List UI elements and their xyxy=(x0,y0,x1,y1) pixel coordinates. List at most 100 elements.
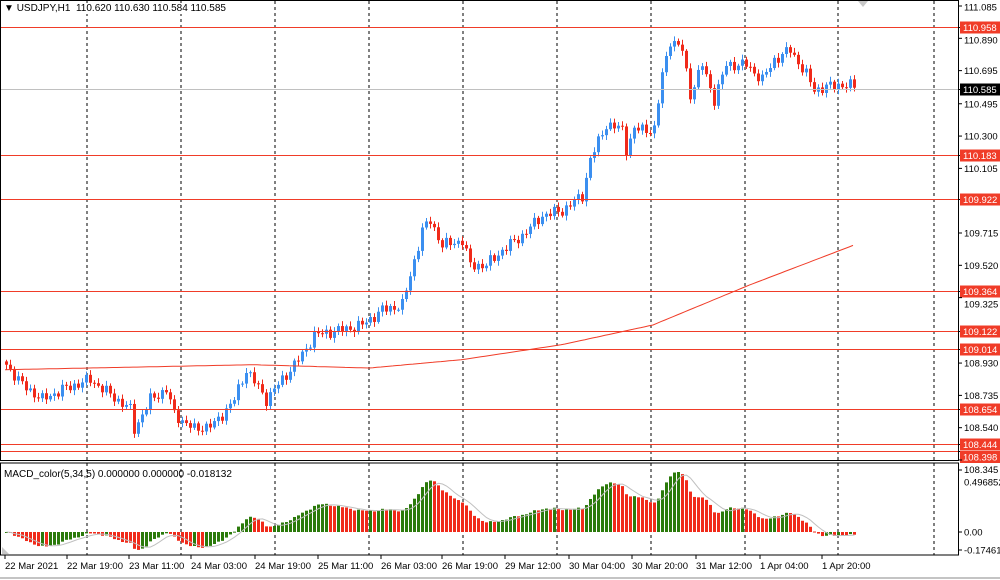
macd-histogram-bar xyxy=(505,519,508,532)
level-price-label: 109.364 xyxy=(963,287,997,298)
time-label: 22 Mar 19:00 xyxy=(67,561,123,572)
candle-bullish xyxy=(301,351,304,362)
ohlc-low: 110.584 xyxy=(152,3,188,14)
candle-bullish xyxy=(365,322,368,325)
candle-bearish xyxy=(429,221,432,224)
candle-bearish xyxy=(65,384,68,386)
candle-bullish xyxy=(241,383,244,385)
price-tick-label: 111.085 xyxy=(964,3,997,14)
candle-bullish xyxy=(533,217,536,227)
candle-bearish xyxy=(9,364,12,369)
macd-histogram-bar xyxy=(341,507,344,532)
macd-histogram-bar xyxy=(757,517,760,532)
macd-signal-line xyxy=(6,474,855,548)
candle-bullish xyxy=(825,84,828,93)
macd-histogram-bar xyxy=(769,518,772,532)
macd-histogram-bar xyxy=(705,499,708,532)
candle-bullish xyxy=(477,263,480,270)
macd-histogram-bar xyxy=(213,532,216,544)
macd-histogram-bar xyxy=(345,507,348,532)
macd-histogram-bar xyxy=(805,522,808,532)
macd-histogram-bar xyxy=(337,505,340,532)
candle-bullish xyxy=(409,276,412,291)
candle-bearish xyxy=(37,397,40,399)
ohlc-open: 110.620 xyxy=(75,3,112,14)
candle-bullish xyxy=(345,326,348,332)
candle-bearish xyxy=(801,64,804,73)
candle-bearish xyxy=(841,83,844,88)
macd-histogram-bar xyxy=(93,532,96,534)
candle-bearish xyxy=(757,73,760,82)
candle-bullish xyxy=(553,206,556,217)
candle-bearish xyxy=(21,376,24,382)
candle-bearish xyxy=(517,239,520,244)
macd-histogram-bar xyxy=(729,507,732,532)
macd-histogram-bar xyxy=(737,508,740,532)
candle-bullish xyxy=(577,194,580,200)
candle-bullish xyxy=(225,408,228,421)
time-label: 29 Mar 12:00 xyxy=(505,561,561,572)
macd-histogram-bar xyxy=(77,532,80,538)
candle-bullish xyxy=(497,255,500,261)
candle-bullish xyxy=(381,305,384,312)
macd-histogram-bar xyxy=(485,522,488,532)
macd-histogram-bar xyxy=(205,532,208,547)
macd-histogram-bar xyxy=(701,497,704,532)
candle-bearish xyxy=(569,205,572,207)
macd-histogram-bar xyxy=(633,496,636,532)
level-price-tag xyxy=(960,149,1000,162)
macd-histogram-bar xyxy=(733,508,736,532)
macd-histogram-bar xyxy=(89,532,92,534)
macd-histogram-bar xyxy=(793,514,796,532)
macd-histogram-bar xyxy=(481,520,484,532)
candle-bearish xyxy=(581,194,584,202)
macd-histogram-bar xyxy=(693,496,696,532)
candle-bearish xyxy=(321,333,324,335)
candle-bullish xyxy=(773,57,776,69)
macd-histogram-bar xyxy=(29,532,32,543)
macd-histogram-bar xyxy=(405,508,408,532)
candle-bullish xyxy=(369,317,372,323)
candle-bullish xyxy=(545,213,548,217)
macd-histogram-bar xyxy=(45,532,48,547)
macd-histogram-bar xyxy=(669,476,672,532)
candle-bearish xyxy=(77,383,80,388)
candle-bullish xyxy=(665,55,668,73)
price-tick-label: 108.735 xyxy=(964,391,998,402)
time-label: 31 Mar 12:00 xyxy=(696,561,752,572)
macd-histogram-bar xyxy=(565,509,568,532)
macd-histogram-bar xyxy=(429,480,432,532)
candle-bullish xyxy=(609,122,612,130)
candle-bullish xyxy=(117,398,120,402)
time-label: 1 Apr 04:00 xyxy=(760,561,809,572)
candle-bearish xyxy=(809,68,812,83)
macd-histogram-bar xyxy=(409,504,412,532)
candle-bullish xyxy=(501,249,504,256)
macd-histogram-bar xyxy=(281,522,284,532)
macd-histogram-bar xyxy=(817,532,820,534)
macd-histogram-bar xyxy=(657,498,660,532)
macd-histogram-bar xyxy=(509,517,512,532)
candle-bearish xyxy=(361,320,364,325)
candle-bearish xyxy=(153,393,156,398)
macd-histogram-bar xyxy=(173,532,176,537)
collapse-triangle-icon[interactable]: ▼ xyxy=(4,3,14,14)
candle-bullish xyxy=(849,79,852,88)
candle-bearish xyxy=(473,262,476,270)
candle-bearish xyxy=(437,227,440,241)
time-label: 30 Mar 20:00 xyxy=(632,561,688,572)
candle-bullish xyxy=(617,125,620,129)
macd-histogram-bar xyxy=(837,532,840,536)
candle-bearish xyxy=(733,61,736,71)
current-price-tag xyxy=(960,83,1000,96)
candle-bullish xyxy=(41,393,44,399)
candle-bullish xyxy=(741,59,744,66)
macd-histogram-bar xyxy=(125,532,128,543)
macd-histogram-bar xyxy=(469,510,472,532)
candle-bullish xyxy=(249,372,252,374)
macd-histogram-bar xyxy=(113,532,116,540)
candle-bearish xyxy=(845,87,848,89)
candle-bullish xyxy=(289,371,292,380)
